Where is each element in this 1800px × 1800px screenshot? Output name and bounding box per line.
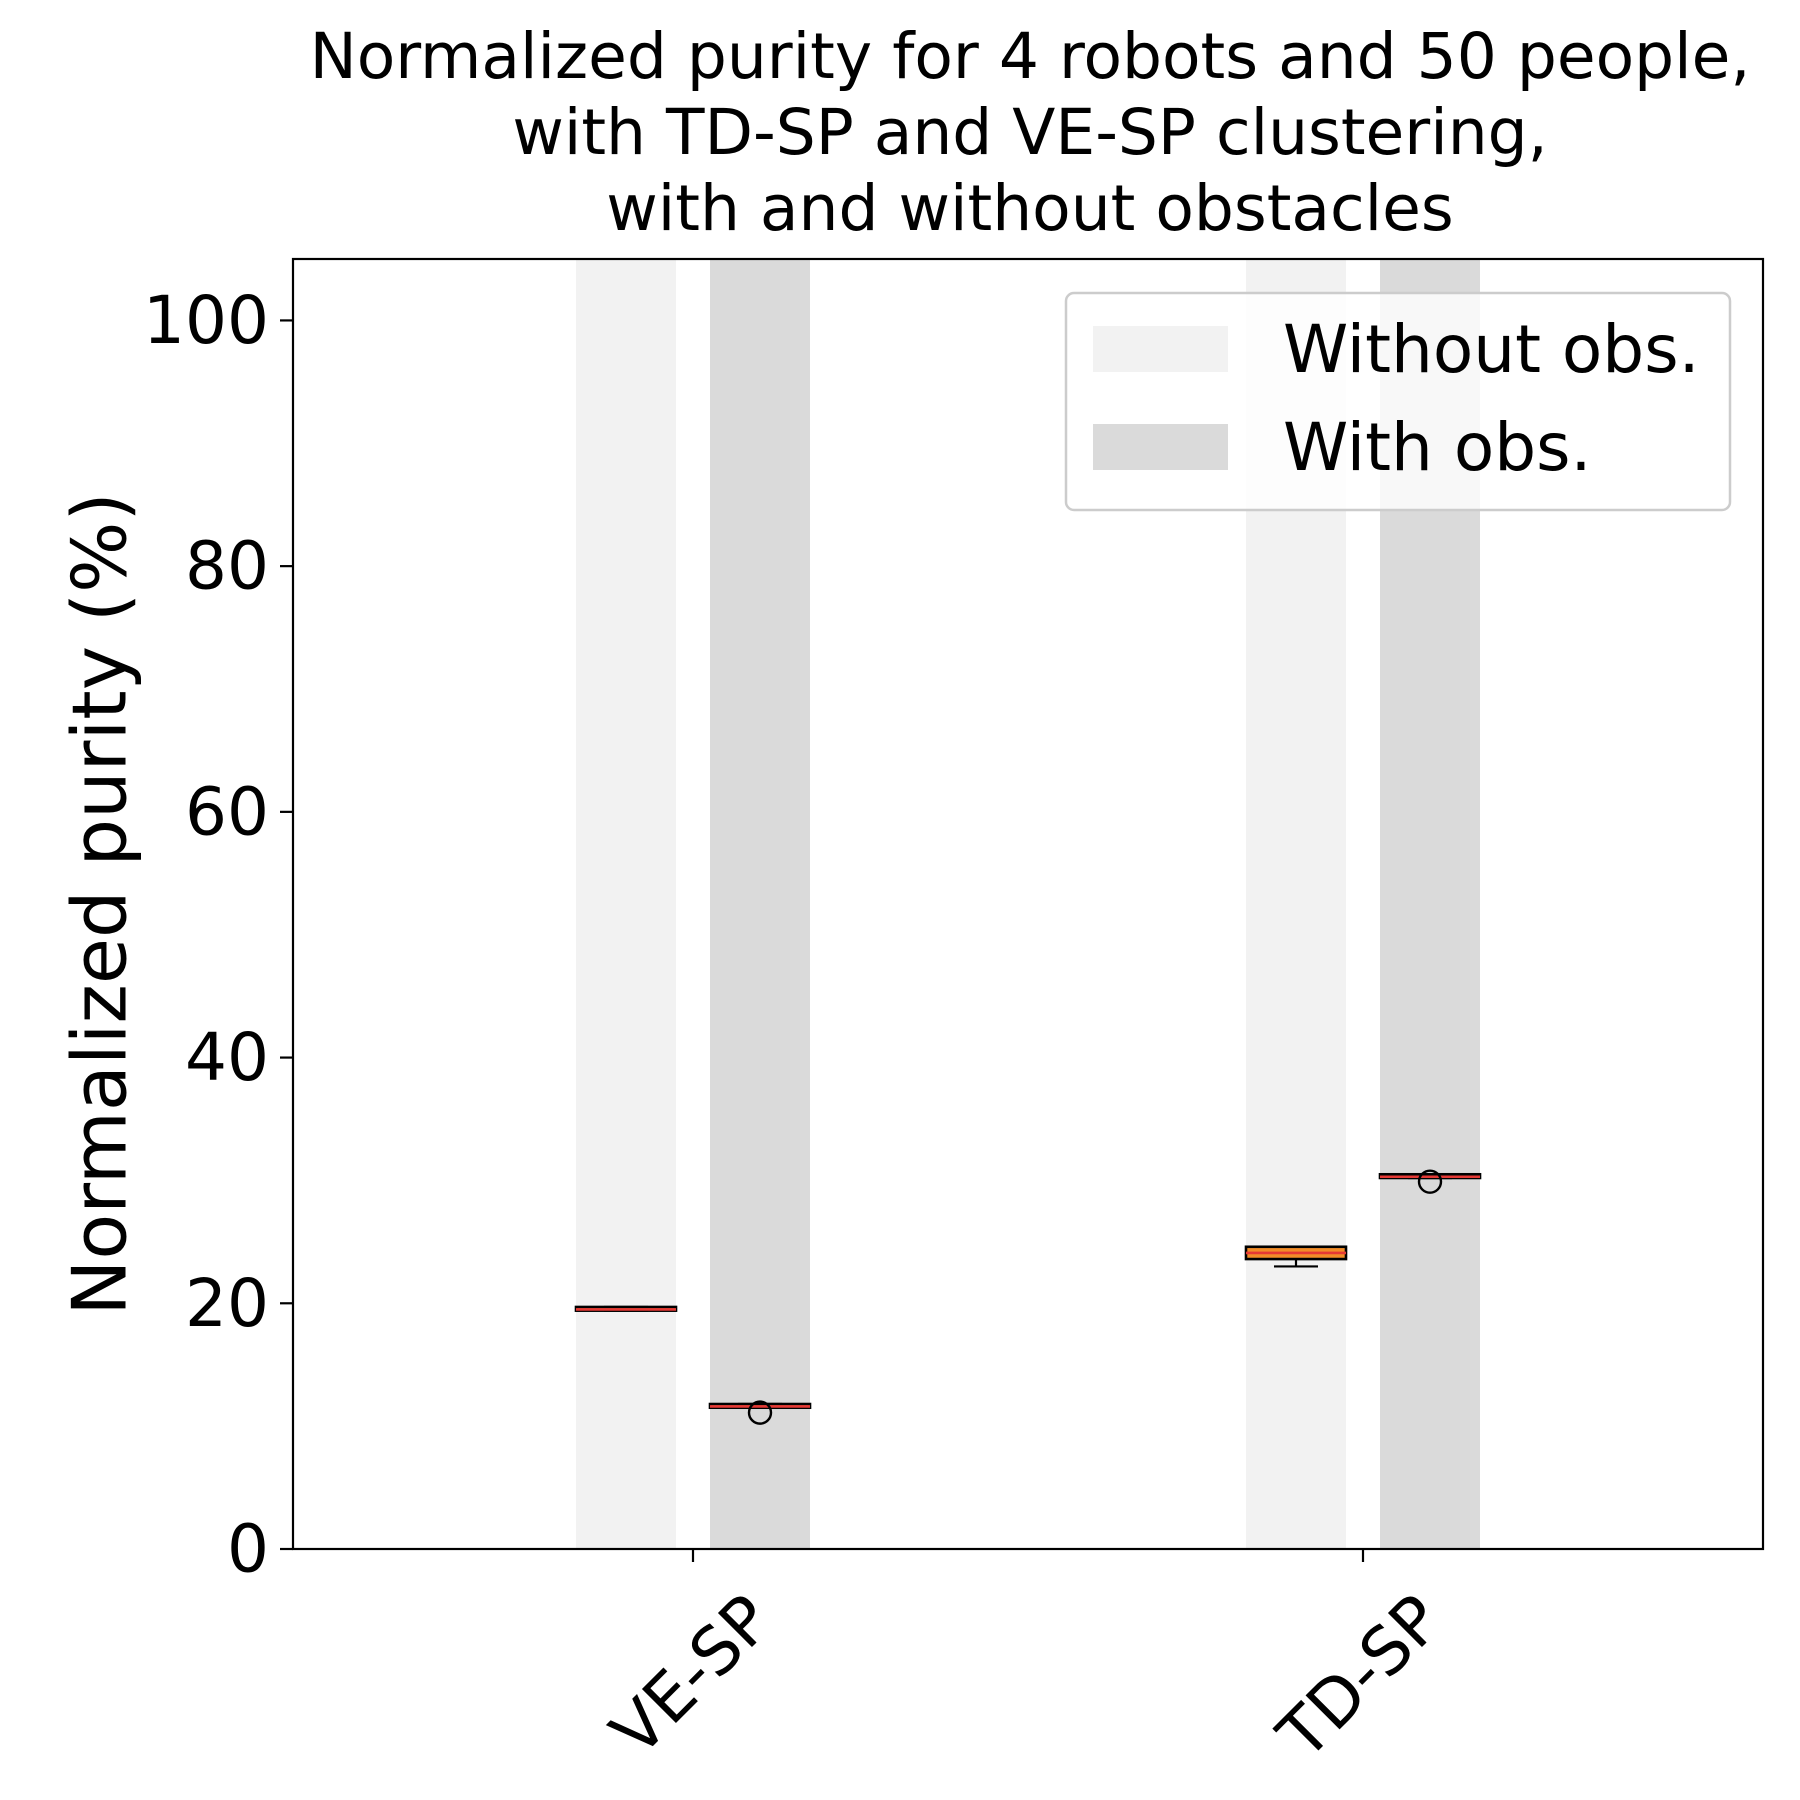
flier-ve-sp-with-obs-0 [747, 1400, 773, 1425]
y-tick-label-20: 20 [185, 1265, 269, 1342]
x-axis: VE-SP TD-SP [596, 1549, 1457, 1775]
y-axis: 0 20 40 60 80 100 [143, 282, 293, 1588]
legend-label-without-obs: Without obs. [1283, 311, 1700, 388]
box-td-sp-with-obs [1378, 1169, 1482, 1194]
legend-swatch-without-obs [1093, 326, 1228, 372]
y-tick-label-60: 60 [185, 773, 269, 850]
x-tick-label-ve-sp: VE-SP [596, 1580, 786, 1770]
chart-title-line-1: Normalized purity for 4 robots and 50 pe… [310, 20, 1751, 93]
y-tick-label-80: 80 [185, 528, 269, 605]
y-tick-label-0: 0 [227, 1511, 269, 1588]
plot-frame [291, 257, 1765, 1551]
y-axis-label: Normalized purity (%) [56, 492, 144, 1315]
band-ve-sp-without-obs [576, 259, 676, 1549]
box-ve-sp-without-obs [574, 1305, 678, 1312]
legend-label-with-obs: With obs. [1283, 409, 1591, 486]
box-td-sp-without-obs [1244, 1245, 1348, 1268]
flier-td-sp-with-obs-0 [1417, 1169, 1443, 1194]
band-ve-sp-with-obs [710, 259, 810, 1549]
box-ve-sp-with-obs [708, 1400, 812, 1425]
chart-title-line-2: with TD-SP and VE-SP clustering, [512, 96, 1547, 169]
boxes-layer [574, 1169, 1482, 1425]
legend: Without obs. With obs. [1064, 291, 1732, 512]
legend-swatch-with-obs [1093, 424, 1228, 470]
legend-frame [1064, 291, 1732, 512]
y-tick-label-100: 100 [143, 282, 269, 359]
x-tick-label-td-sp: TD-SP [1263, 1580, 1457, 1774]
chart-title-line-3: with and without obstacles [606, 172, 1454, 245]
chart-title: Normalized purity for 4 robots and 50 pe… [310, 20, 1751, 245]
y-tick-label-40: 40 [185, 1019, 269, 1096]
